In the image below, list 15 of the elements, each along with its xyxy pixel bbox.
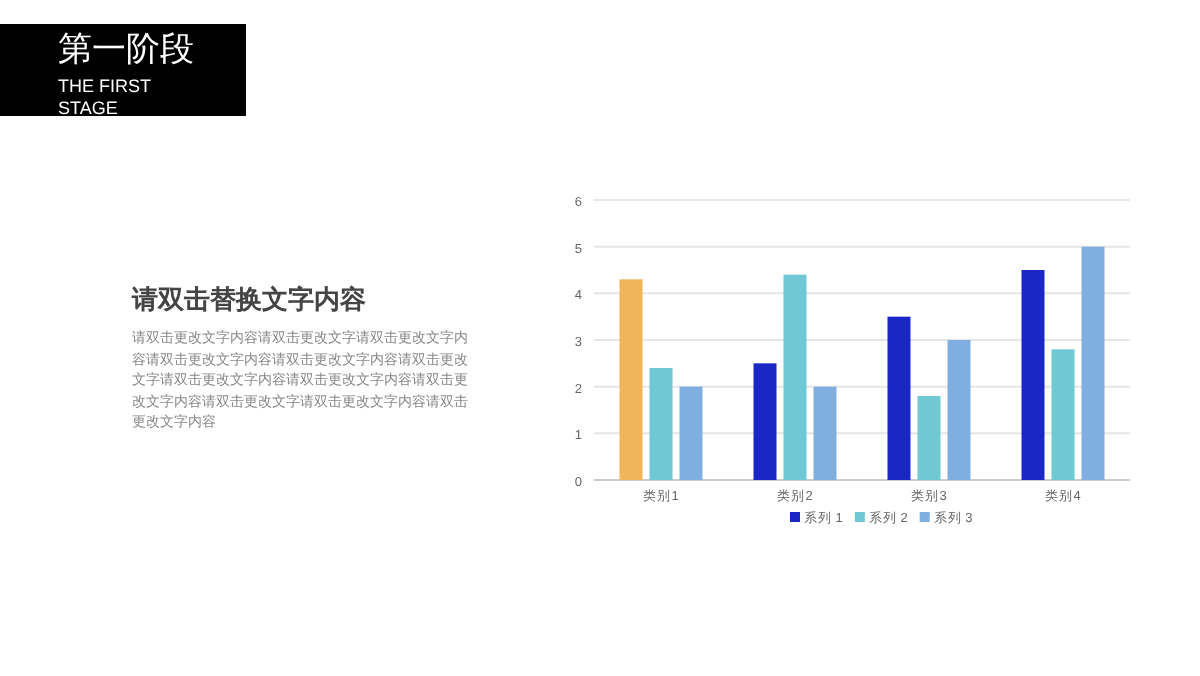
bar [947, 340, 971, 480]
bar [813, 386, 837, 480]
bar [619, 279, 643, 480]
text: THE FIRST STAGE [58, 76, 153, 120]
bar [753, 363, 777, 480]
text: 请双击替换文字内容 [132, 282, 366, 318]
bar [887, 316, 911, 480]
bar [917, 396, 941, 480]
bar [783, 274, 807, 480]
bar [649, 368, 673, 480]
bar [1021, 270, 1045, 480]
bar [1081, 246, 1105, 480]
text: 第一阶段 [58, 30, 194, 70]
bar [679, 386, 703, 480]
bar [1051, 349, 1075, 480]
